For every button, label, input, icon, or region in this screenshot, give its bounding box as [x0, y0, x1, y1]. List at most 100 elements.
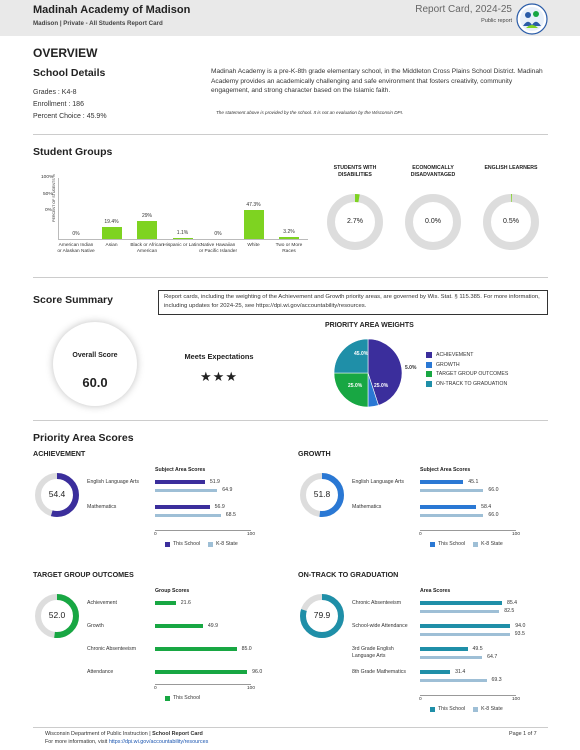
- school-bar-value: 31.4: [455, 669, 466, 675]
- footer-line2: For more information, visit https://dpi.…: [45, 739, 208, 745]
- school-bar: [420, 505, 477, 509]
- bar-value-label: 1.1%: [176, 230, 189, 237]
- score-row-label: Achievement: [87, 600, 117, 606]
- x-axis-line: [58, 239, 308, 240]
- score-legend: This School: [165, 695, 200, 701]
- footer-dpi-text: Wisconsin Department of Public Instructi…: [45, 731, 153, 737]
- weights-title: PRIORITY AREA WEIGHTS: [325, 322, 414, 329]
- score-row-label: English Language Arts: [87, 479, 139, 485]
- state-bar-value: 69.3: [491, 677, 502, 683]
- school-bar-value: 96.0: [252, 669, 263, 675]
- section-divider: [33, 420, 548, 421]
- state-bar-value: 82.5: [504, 608, 515, 614]
- legend-school-label: This School: [173, 541, 201, 547]
- y-tick-100: 100%: [41, 175, 54, 180]
- ring-title: ENGLISH LEARNERS: [484, 165, 538, 171]
- score-ring-fill: [35, 473, 79, 517]
- weights-legend: ACHIEVEMENT GROWTH TARGET GROUP OUTCOMES ON…: [426, 352, 508, 390]
- score-ring-fill: [35, 594, 79, 638]
- footer-link[interactable]: https://dpi.wi.gov/accountability/resour…: [108, 739, 209, 745]
- report-card-title: Report Card, 2024-25: [415, 4, 512, 15]
- ring-track: [405, 194, 461, 250]
- ring-fill: [327, 194, 383, 250]
- legend-label: TARGET GROUP OUTCOMES: [436, 371, 509, 377]
- ontrack-score-ring: [300, 594, 344, 638]
- dpi-logo-icon: [516, 3, 548, 35]
- school-bar: [155, 505, 210, 509]
- legend-label: ON-TRACK TO GRADUATION: [436, 380, 508, 387]
- ring-chart: [405, 194, 461, 250]
- pie-slice-3: [333, 338, 369, 374]
- score-row-label: Mathematics: [87, 504, 117, 510]
- overview-heading: OVERVIEW: [33, 46, 98, 60]
- legend-school-label: This School: [438, 541, 466, 547]
- school-bar-value: 85.0: [241, 646, 252, 652]
- school-bar: [155, 670, 248, 674]
- pie-slice-2: [333, 372, 369, 408]
- bar-value-label: 0%: [214, 231, 222, 237]
- school-bar-value: 56.9: [214, 504, 225, 510]
- score-row-label: School-wide Attendance: [352, 623, 408, 629]
- footer-divider: [33, 727, 548, 728]
- legend-school-swatch: [430, 541, 435, 547]
- score-row-label: Growth: [87, 623, 104, 629]
- score-row-label: Attendance: [87, 669, 114, 675]
- description-disclaimer: The statement above is provided by the s…: [216, 110, 404, 115]
- score-row-label: Mathematics: [352, 504, 382, 510]
- footer-info-text: For more information, visit: [45, 739, 109, 745]
- bar-value-label: 0%: [72, 231, 80, 237]
- legend-label: ACHIEVEMENT: [436, 352, 474, 358]
- legend-row: TARGET GROUP OUTCOMES: [426, 371, 508, 377]
- axis-max: 100: [512, 532, 521, 537]
- axis-min: 0: [419, 697, 422, 702]
- ring-value: 2.7%: [347, 218, 363, 225]
- public-report-label: Public report: [481, 18, 512, 24]
- bar-2: [137, 221, 157, 239]
- ontrack-score-value: 79.9: [313, 610, 331, 620]
- legend-state-label: K-8 State: [481, 706, 503, 712]
- state-bar-value: 64.7: [487, 654, 498, 660]
- legend-school: This School: [430, 706, 465, 712]
- bar-category-label: American Indian or Alaskan Native: [57, 243, 95, 254]
- state-bar: [155, 489, 218, 492]
- ontrack-panel: ON-TRACK TO GRADUATION 79.9 Area Scores Chr…: [298, 570, 548, 715]
- score-row-label: Chronic Absenteeism: [87, 646, 137, 652]
- report-subtitle: Madison | Private - All Students Report …: [33, 20, 163, 27]
- growth-score-value: 51.8: [313, 489, 331, 499]
- target-heading: TARGET GROUP OUTCOMES: [33, 570, 134, 579]
- pie-slice-label: 45.0%: [354, 351, 369, 357]
- ontrack-heading: ON-TRACK TO GRADUATION: [298, 570, 399, 579]
- score-legend: This School K-8 State: [430, 706, 503, 712]
- overall-score-label: Overall Score: [72, 352, 118, 359]
- legend-swatch: [426, 371, 432, 377]
- growth-heading: GROWTH: [298, 449, 331, 458]
- school-bar-value: 85.4: [506, 600, 518, 606]
- score-row-label: 8th Grade Mathematics: [352, 669, 406, 675]
- school-bar: [155, 601, 176, 605]
- target-subtitle: Group Scores: [155, 588, 190, 594]
- legend-school-swatch: [165, 541, 170, 547]
- growth-panel: GROWTH 51.8 Subject Area Scores English Lan…: [298, 449, 548, 559]
- legend-school-swatch: [430, 706, 435, 712]
- bar-5: [243, 210, 264, 239]
- legend-state: K-8 State: [208, 541, 238, 547]
- state-bar-value: 66.0: [488, 487, 499, 493]
- school-description: Madinah Academy is a pre-K-8th grade ele…: [211, 68, 543, 95]
- student-group-rings: STUDENTS WITH DISABILITIES 2.7% ECONOMICAL…: [320, 165, 550, 255]
- state-bar: [420, 633, 510, 636]
- score-legend: This School K-8 State: [430, 541, 503, 547]
- axis-min: 0: [419, 532, 422, 537]
- legend-row: ON-TRACK TO GRADUATION: [426, 380, 508, 387]
- state-bar-value: 66.0: [488, 512, 499, 518]
- state-bar: [420, 656, 483, 659]
- target-group-panel: TARGET GROUP OUTCOMES 52.0 Group Scores Ach…: [33, 570, 283, 715]
- legend-row: GROWTH: [426, 361, 508, 368]
- bar-3: [172, 238, 193, 239]
- score-axis: [420, 530, 516, 531]
- ring-chart: [327, 194, 383, 250]
- school-bar: [155, 480, 205, 484]
- bar-value-label: 47.3%: [246, 202, 261, 209]
- y-tick-50: 50%: [43, 192, 53, 197]
- y-axis-line: [58, 178, 59, 239]
- school-bar: [420, 480, 464, 484]
